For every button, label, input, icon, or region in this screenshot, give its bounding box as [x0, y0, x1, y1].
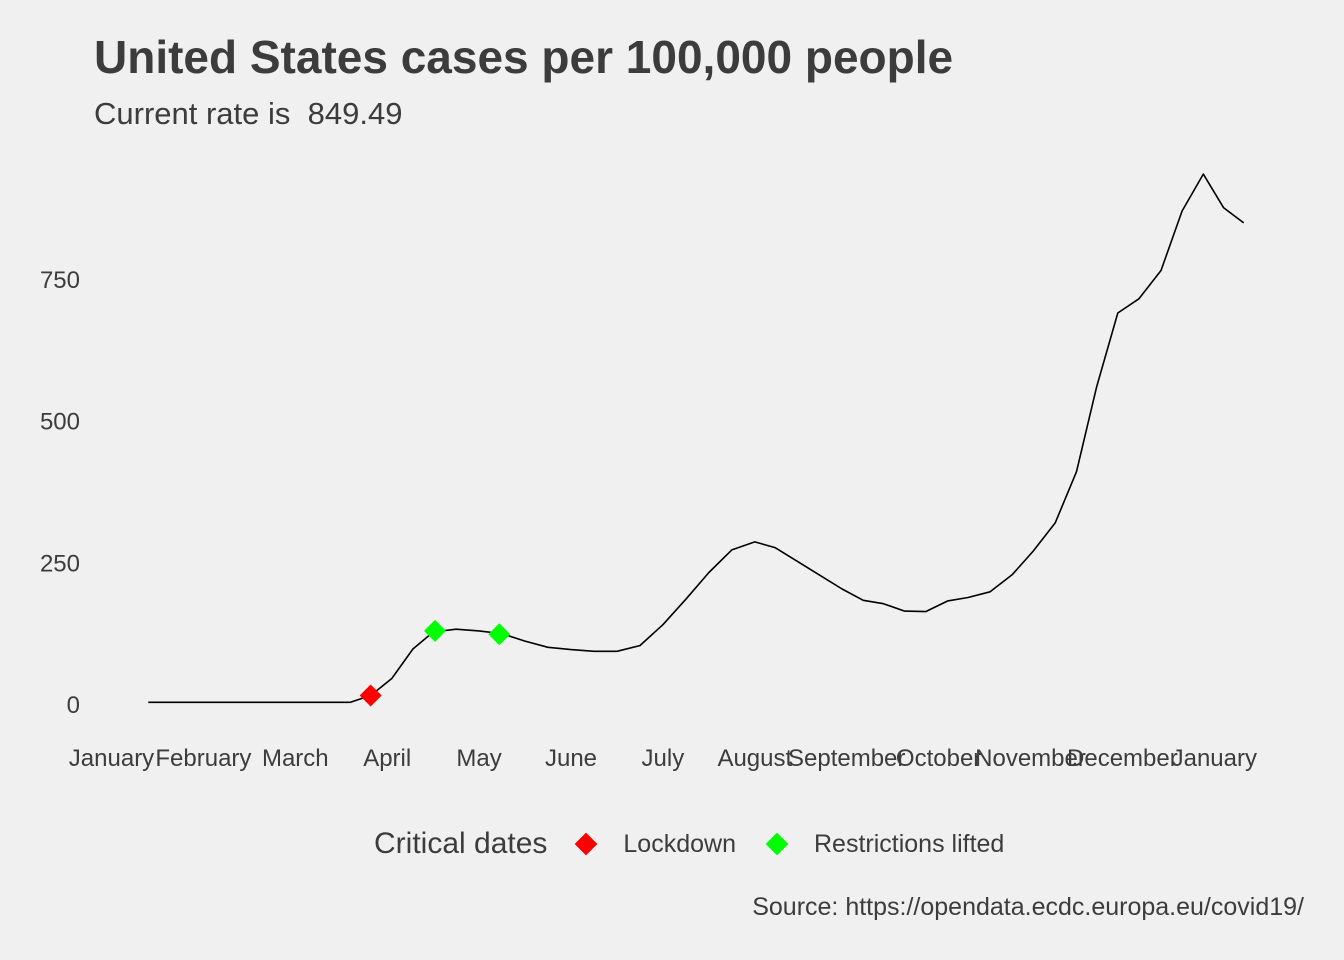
legend-item-restrictions-lifted: Restrictions lifted: [764, 830, 1004, 859]
x-tick-label: July: [642, 745, 685, 772]
x-tick-label: January: [69, 745, 154, 772]
x-tick-label: September: [788, 745, 905, 772]
chart-title: United States cases per 100,000 people: [94, 31, 954, 83]
series-layer: [148, 173, 1245, 704]
y-tick-label: 0: [67, 692, 80, 719]
x-tick-label: March: [262, 745, 329, 772]
restrictions-lifted-marker: [423, 619, 446, 642]
y-axis-ticks: 0 250 500 750: [40, 267, 80, 719]
legend-item-lockdown: Lockdown: [573, 830, 736, 859]
legend-label-lockdown: Lockdown: [623, 829, 736, 858]
x-tick-label: November: [975, 745, 1086, 772]
lockdown-marker: [359, 684, 382, 707]
legend: Critical dates Lockdown Restrictions lif…: [374, 822, 1032, 866]
x-axis-ticks: January February March April May June July Augu…: [69, 745, 1257, 772]
legend-title: Critical dates: [374, 827, 548, 860]
restrictions-lifted-marker: [488, 623, 511, 646]
marker-layer: [359, 619, 511, 707]
x-tick-label: August: [717, 745, 792, 772]
source-caption: Source: https://opendata.ecdc.europa.eu/…: [752, 893, 1304, 921]
x-tick-label: June: [545, 745, 597, 772]
series-line: [148, 173, 1245, 704]
y-tick-label: 750: [40, 267, 80, 294]
y-tick-label: 250: [40, 550, 80, 577]
x-tick-label: May: [456, 745, 501, 772]
chart-subtitle: Current rate is 849.49: [94, 96, 403, 131]
x-tick-label: October: [896, 745, 981, 772]
legend-key-restrictions-lifted: [764, 831, 790, 857]
x-tick-label: April: [363, 745, 411, 772]
legend-label-restrictions-lifted: Restrictions lifted: [813, 829, 1005, 858]
x-tick-label: January: [1172, 745, 1257, 772]
x-tick-label: February: [155, 745, 251, 772]
y-tick-label: 500: [40, 409, 80, 436]
legend-key-lockdown: [573, 831, 599, 857]
x-tick-label: December: [1067, 745, 1178, 772]
